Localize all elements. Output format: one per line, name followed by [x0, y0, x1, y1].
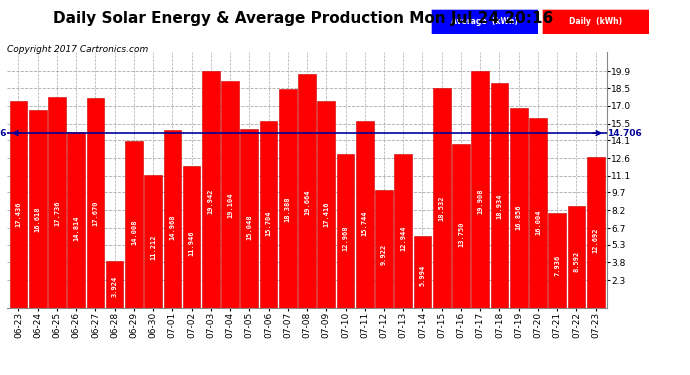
Text: 12.968: 12.968 — [342, 225, 348, 251]
Text: Daily  (kWh): Daily (kWh) — [569, 17, 622, 26]
Bar — [317, 101, 335, 308]
Text: 15.744: 15.744 — [362, 211, 368, 236]
Bar — [29, 110, 46, 308]
Text: 19.908: 19.908 — [477, 189, 483, 214]
Text: 14.814: 14.814 — [73, 216, 79, 241]
Text: 11.212: 11.212 — [150, 235, 156, 260]
Text: 17.736: 17.736 — [54, 200, 60, 226]
Bar — [183, 166, 201, 308]
Text: 15.704: 15.704 — [266, 211, 272, 236]
Text: 16.856: 16.856 — [515, 205, 522, 230]
Text: 19.104: 19.104 — [227, 193, 233, 218]
Text: 3.924: 3.924 — [112, 276, 118, 297]
Bar — [433, 88, 451, 308]
Bar — [356, 121, 373, 308]
Text: 11.946: 11.946 — [188, 231, 195, 256]
Text: 17.436: 17.436 — [15, 202, 21, 227]
Text: 15.048: 15.048 — [246, 214, 253, 240]
Bar — [221, 81, 239, 308]
Bar — [452, 144, 470, 308]
Text: Average  (kWh): Average (kWh) — [451, 17, 518, 26]
Bar — [202, 71, 219, 308]
Text: 13.750: 13.750 — [458, 221, 464, 247]
Bar — [164, 130, 181, 308]
Text: • 14.706: • 14.706 — [0, 129, 7, 138]
Bar — [68, 132, 85, 308]
Bar — [510, 108, 528, 307]
Bar — [586, 157, 604, 308]
Bar — [568, 206, 585, 308]
Text: 9.922: 9.922 — [381, 244, 387, 265]
Text: 18.388: 18.388 — [285, 196, 290, 222]
Text: 16.004: 16.004 — [535, 209, 541, 235]
Bar — [48, 97, 66, 308]
Text: 16.618: 16.618 — [34, 206, 41, 231]
Bar — [298, 74, 316, 307]
Bar — [491, 83, 509, 308]
Text: Daily Solar Energy & Average Production Mon Jul 24 20:16: Daily Solar Energy & Average Production … — [54, 11, 553, 26]
Bar — [413, 236, 431, 308]
Text: 12.944: 12.944 — [400, 226, 406, 251]
Bar — [395, 154, 412, 308]
Text: 19.942: 19.942 — [208, 188, 214, 214]
Bar — [241, 129, 258, 308]
Bar — [106, 261, 124, 308]
Text: 18.934: 18.934 — [496, 194, 502, 219]
Bar — [86, 98, 104, 308]
Text: Copyright 2017 Cartronics.com: Copyright 2017 Cartronics.com — [7, 45, 148, 54]
Bar — [529, 118, 546, 308]
Bar — [144, 174, 162, 308]
Text: 19.664: 19.664 — [304, 190, 310, 215]
Bar — [259, 121, 277, 308]
Text: 14.968: 14.968 — [169, 215, 175, 240]
Bar — [375, 190, 393, 308]
Text: 18.532: 18.532 — [439, 196, 445, 221]
Bar — [549, 213, 566, 308]
Text: 5.994: 5.994 — [420, 265, 426, 286]
Bar — [471, 71, 489, 308]
Bar — [279, 89, 297, 308]
Text: 7.936: 7.936 — [554, 255, 560, 276]
Text: 14.008: 14.008 — [131, 220, 137, 246]
Bar — [337, 154, 355, 308]
Bar — [125, 141, 143, 308]
Text: 17.670: 17.670 — [92, 201, 99, 226]
Bar — [10, 101, 28, 308]
Text: 12.692: 12.692 — [593, 227, 599, 252]
Text: 8.592: 8.592 — [573, 251, 580, 272]
Text: 17.416: 17.416 — [324, 202, 329, 227]
Text: 14.706: 14.706 — [607, 129, 642, 138]
